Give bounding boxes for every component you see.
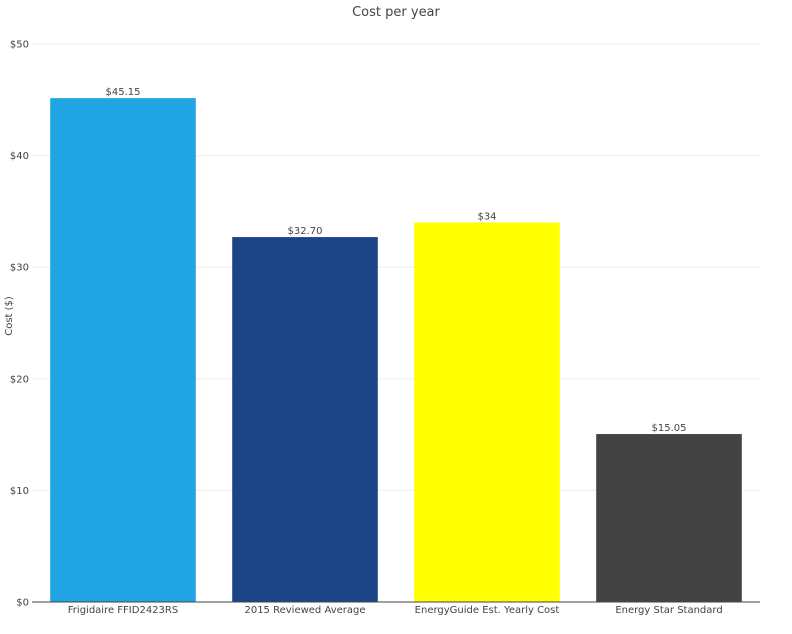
y-tick-label: $20: [10, 374, 29, 385]
x-tick-label: Energy Star Standard: [615, 605, 722, 616]
y-axis-ticks: $0 $10 $20 $30 $40 $50: [10, 40, 29, 609]
chart-title: Cost per year: [352, 5, 440, 20]
y-tick-label: $10: [10, 486, 29, 497]
bar-value-label: $45.15: [106, 87, 141, 98]
y-tick-label: $50: [10, 40, 29, 51]
y-tick-label: $30: [10, 263, 29, 274]
bar-value-label: $34: [477, 212, 496, 223]
y-axis-title: Cost ($): [4, 296, 15, 336]
bar: [596, 434, 742, 602]
x-tick-label: EnergyGuide Est. Yearly Cost: [415, 605, 560, 616]
y-tick-label: $0: [16, 598, 29, 609]
bar: [232, 237, 378, 602]
bar-value-label: $15.05: [652, 423, 687, 434]
x-tick-label: 2015 Reviewed Average: [244, 605, 365, 616]
bar-value-label: $32.70: [288, 226, 323, 237]
bar: [50, 98, 196, 602]
bars: $45.15 $32.70 $34 $15.05: [50, 87, 742, 602]
bar: [414, 222, 560, 602]
x-axis-ticks: Frigidaire FFID2423RS 2015 Reviewed Avera…: [68, 605, 723, 616]
x-tick-label: Frigidaire FFID2423RS: [68, 605, 178, 616]
y-tick-label: $40: [10, 151, 29, 162]
